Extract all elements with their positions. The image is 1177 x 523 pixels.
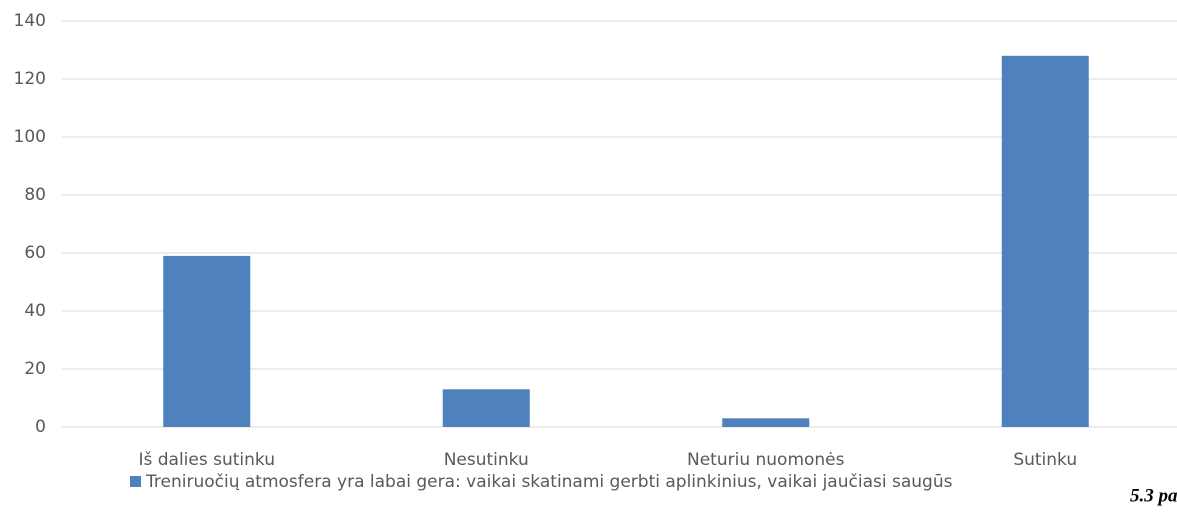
y-tick-label: 0 (35, 417, 46, 437)
bar (442, 389, 530, 427)
y-tick-label: 120 (14, 69, 46, 89)
y-tick-label: 100 (14, 127, 46, 147)
y-tick-label: 60 (24, 243, 46, 263)
y-tick-label: 80 (24, 185, 46, 205)
y-tick-label: 40 (24, 301, 46, 321)
x-tick-label: Sutinku (1013, 450, 1077, 470)
bar (722, 418, 810, 427)
y-tick-label: 140 (14, 11, 46, 31)
legend-swatch (130, 476, 141, 487)
figure-caption: 5.3 pav. (1130, 485, 1177, 506)
x-tick-label: Neturiu nuomonės (687, 450, 845, 470)
y-tick-label: 20 (24, 359, 46, 379)
bar (1001, 55, 1089, 428)
x-tick-label: Iš dalies sutinku (138, 450, 275, 470)
bar (163, 255, 251, 427)
x-tick-label: Nesutinku (444, 450, 529, 470)
legend-label: Treniruočių atmosfera yra labai gera: va… (145, 472, 953, 492)
